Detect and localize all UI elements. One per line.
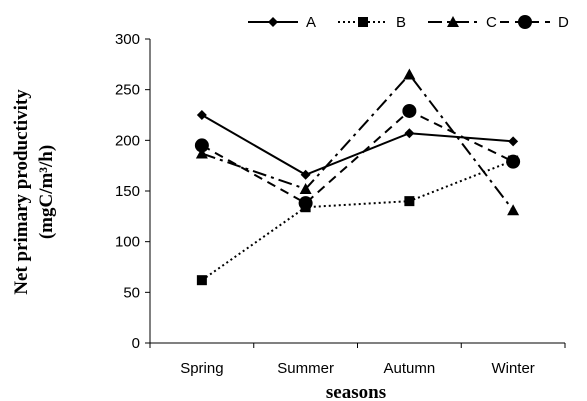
y-tick-label: 100: [115, 234, 140, 251]
x-tick-label: Autumn: [384, 360, 436, 377]
x-tick-label: Spring: [180, 360, 223, 377]
data-point-diamond: [300, 169, 311, 180]
y-axis-title-line-2: (mgC/m³/h): [36, 145, 57, 239]
y-axis-ticks: 0 50 100 150 200 250 300: [115, 31, 150, 352]
data-point-triangle: [507, 204, 520, 216]
series-line: [201, 114, 514, 176]
data-point-circle: [298, 196, 313, 211]
chart-axes: [149, 39, 565, 344]
legend-label: A: [306, 14, 316, 31]
series-line: [201, 72, 514, 211]
y-tick-label: 0: [132, 335, 140, 352]
series-line: [201, 159, 514, 281]
data-point-triangle: [195, 147, 208, 159]
data-point-triangle: [299, 182, 312, 194]
series-lines: [201, 72, 514, 281]
legend-marker-square: [358, 17, 368, 27]
y-tick-label: 200: [115, 132, 140, 149]
legend-marker-circle: [518, 15, 532, 29]
series-line: [201, 109, 514, 205]
y-tick-label: 250: [115, 82, 140, 99]
legend-label: C: [486, 14, 497, 31]
data-point-triangle: [403, 68, 416, 80]
chart-legend: A B C D: [248, 14, 569, 31]
y-axis-title-line-1: Net primary productivity: [11, 89, 32, 295]
series-markers: [194, 68, 521, 286]
data-point-diamond: [508, 136, 519, 147]
legend-label: B: [396, 14, 406, 31]
x-tick-label: Summer: [277, 360, 334, 377]
data-point-circle: [402, 103, 417, 118]
legend-marker-diamond: [268, 17, 278, 27]
y-tick-label: 50: [123, 284, 140, 301]
data-point-circle: [506, 154, 521, 169]
y-tick-label: 300: [115, 31, 140, 48]
y-tick-label: 150: [115, 183, 140, 200]
legend-marker-triangle: [447, 16, 459, 27]
data-point-diamond: [404, 128, 415, 139]
x-axis-title: seasons: [326, 382, 386, 401]
legend-label: D: [558, 14, 569, 31]
x-axis-ticks: Spring Summer Autumn Winter: [149, 343, 566, 377]
data-point-square: [404, 196, 415, 207]
data-point-circle: [194, 138, 209, 153]
x-tick-label: Winter: [491, 360, 534, 377]
data-point-square: [196, 275, 207, 286]
data-point-diamond: [196, 110, 207, 120]
